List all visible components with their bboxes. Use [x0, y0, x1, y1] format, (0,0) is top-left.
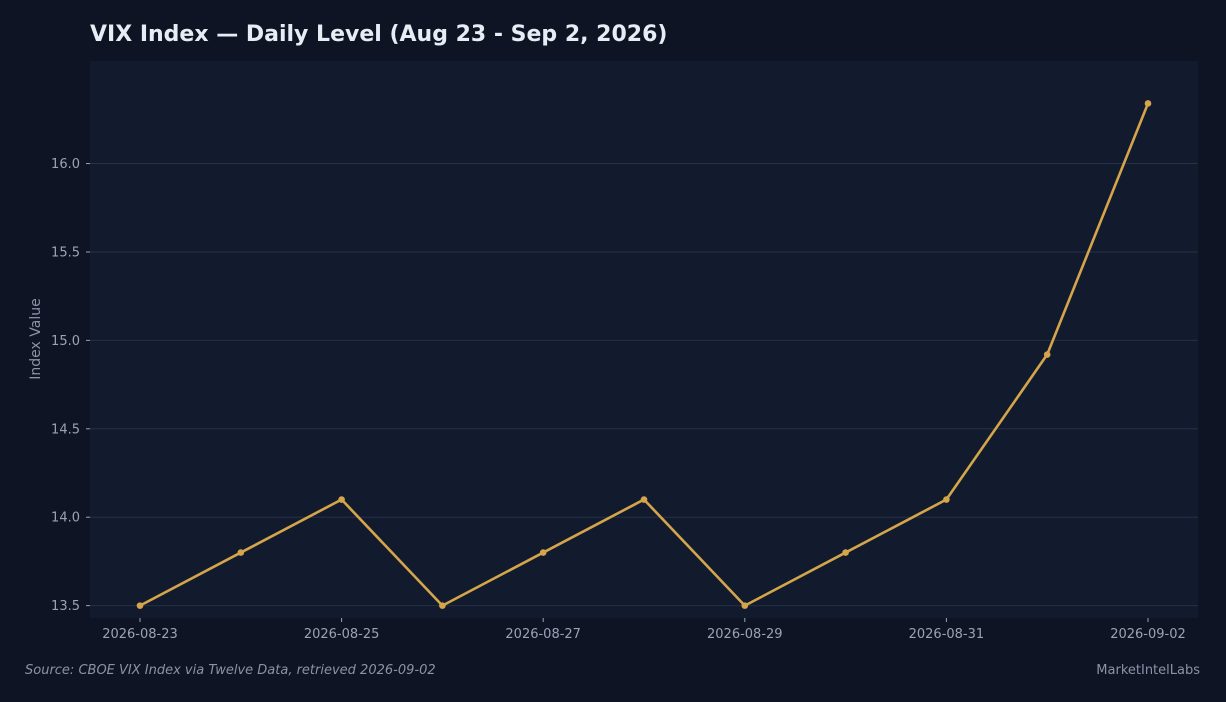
brand-label: MarketIntelLabs: [1096, 663, 1200, 678]
chart-title: VIX Index — Daily Level (Aug 23 - Sep 2,…: [90, 22, 667, 47]
y-tick-label: 16.0: [51, 157, 80, 172]
data-point: [237, 549, 245, 556]
y-axis-title: Index Value: [28, 298, 44, 379]
data-point: [439, 602, 446, 609]
y-tick-label: 14.0: [51, 511, 80, 526]
source-note: Source: CBOE VIX Index via Twelve Data, …: [25, 663, 436, 678]
y-tick-label: 15.5: [51, 245, 80, 260]
y-tick-label: 14.5: [51, 422, 80, 437]
y-tick-label: 13.5: [51, 599, 80, 614]
data-point: [741, 602, 749, 609]
gridlines: [90, 163, 1198, 607]
data-point: [338, 496, 345, 503]
x-tick-label: 2026-08-23: [102, 627, 178, 642]
x-tick-label: 2026-08-29: [707, 627, 783, 642]
plot-area: [90, 61, 1198, 618]
data-point: [943, 496, 950, 503]
data-point: [136, 602, 144, 609]
data-point: [842, 549, 849, 556]
x-tick-label: 2026-08-25: [304, 627, 380, 642]
y-tick-label: 15.0: [51, 334, 80, 349]
x-axis: 2026-08-23 2026-08-25 2026-08-27 2026-08-29…: [102, 618, 1186, 642]
x-tick-label: 2026-09-02: [1110, 627, 1186, 642]
data-point: [1144, 100, 1152, 107]
series-layer: [136, 100, 1152, 609]
x-tick-label: 2026-08-31: [909, 627, 985, 642]
y-axis: 13.5 14.0 14.5 15.0 15.5 16.0: [51, 157, 90, 614]
data-point: [1043, 351, 1051, 358]
data-point: [539, 549, 547, 556]
x-tick-label: 2026-08-27: [505, 627, 581, 642]
data-point: [640, 496, 648, 503]
